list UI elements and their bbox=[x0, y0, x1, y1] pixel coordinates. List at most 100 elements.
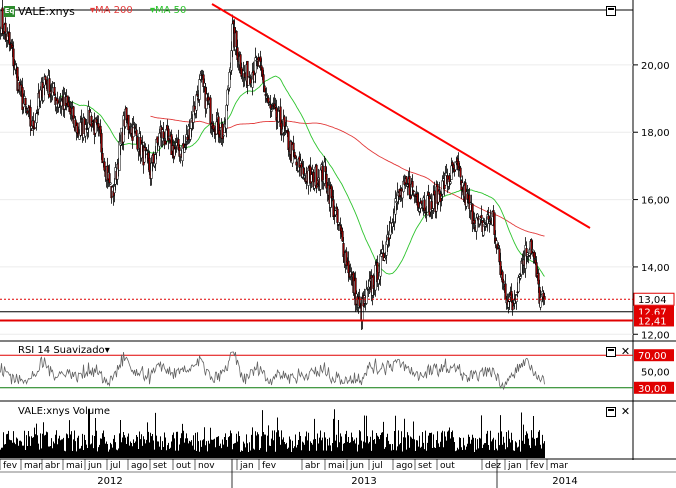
month-label: mar bbox=[550, 461, 568, 471]
candle-body bbox=[53, 86, 56, 96]
candle-body bbox=[135, 129, 138, 136]
rsi-close-icon[interactable]: ✕ bbox=[620, 345, 631, 358]
month-label: jun bbox=[349, 461, 364, 471]
time-axis: fev mar abr mai jun jul ago set out nov jan fev abr m… bbox=[0, 459, 676, 488]
candle-body bbox=[4, 22, 7, 33]
candle-body bbox=[341, 230, 344, 242]
candle-body bbox=[379, 254, 382, 277]
month-label: abr bbox=[305, 461, 320, 471]
month-label: dez bbox=[485, 461, 501, 471]
candle-body bbox=[493, 212, 496, 235]
trendline-path bbox=[211, 3, 591, 229]
price-tick-label: 20,00 bbox=[641, 61, 670, 72]
candle-body bbox=[158, 133, 161, 147]
ma200-legend[interactable]: ▾MA 200 bbox=[90, 5, 133, 16]
support-box bbox=[634, 314, 674, 327]
candle-body bbox=[283, 116, 286, 127]
month-label: jul bbox=[109, 461, 121, 471]
ma50-legend[interactable]: ▾MA 50 bbox=[150, 5, 186, 16]
candle-body bbox=[315, 164, 318, 189]
candle-body bbox=[325, 173, 328, 189]
candle-body bbox=[489, 217, 492, 220]
rsi-tick-label: 50,00 bbox=[641, 368, 670, 379]
candle-body bbox=[225, 105, 228, 129]
candle-body bbox=[475, 217, 478, 232]
candle-body bbox=[519, 276, 522, 279]
rsi-axis: 70,00 50,00 30,00 bbox=[634, 349, 674, 395]
month-label: mar bbox=[24, 461, 42, 471]
ma50-label: MA 50 bbox=[155, 5, 187, 16]
month-label: nov bbox=[198, 461, 215, 471]
candle-body bbox=[425, 214, 428, 216]
month-label: jul bbox=[371, 461, 383, 471]
month-label: mai bbox=[66, 461, 83, 471]
price-tick-label: 16,00 bbox=[641, 196, 670, 207]
candle-body bbox=[480, 215, 483, 219]
volume-maximize-icon[interactable] bbox=[606, 407, 616, 417]
candle-body bbox=[515, 295, 518, 302]
month-label: mai bbox=[328, 461, 345, 471]
candle-body bbox=[235, 30, 238, 47]
candle-body bbox=[141, 141, 144, 144]
candle-body bbox=[365, 289, 368, 304]
last-price-label: 13,04 bbox=[638, 295, 667, 306]
candle-body bbox=[35, 113, 38, 124]
price-candles bbox=[0, 0, 546, 330]
year-label: 2012 bbox=[97, 476, 122, 487]
ma200-label: MA 200 bbox=[95, 5, 133, 16]
candle-body bbox=[101, 153, 104, 164]
candle-body bbox=[97, 123, 100, 129]
support-label: 12,67 bbox=[638, 308, 667, 319]
candle-body bbox=[537, 272, 540, 285]
rsi-title[interactable]: RSI 14 Suavizado▾ bbox=[18, 345, 110, 356]
volume-close-icon[interactable]: ✕ bbox=[620, 405, 631, 418]
candle-body bbox=[108, 173, 111, 184]
month-label: ago bbox=[396, 461, 413, 471]
month-label: jan bbox=[507, 461, 522, 471]
candle-body bbox=[29, 107, 32, 127]
volume-title[interactable]: VALE:xnys Volume bbox=[18, 406, 111, 417]
candle-body bbox=[334, 210, 337, 216]
price-tick-label: 14,00 bbox=[641, 263, 670, 274]
candle-body bbox=[459, 167, 462, 178]
candle-body bbox=[423, 199, 426, 211]
candle-body bbox=[277, 109, 280, 122]
symbol-label[interactable]: VALE:xnys bbox=[18, 5, 75, 18]
volume-bars bbox=[0, 408, 545, 458]
candle-body bbox=[380, 253, 383, 257]
candle-body bbox=[30, 129, 33, 131]
candle-body bbox=[167, 128, 170, 141]
rsi-maximize-icon[interactable] bbox=[606, 347, 616, 357]
month-label: abr bbox=[45, 461, 60, 471]
price-panel-maximize-icon[interactable] bbox=[606, 6, 616, 16]
year-label: 2013 bbox=[351, 476, 376, 487]
rsi-path bbox=[0, 351, 545, 391]
price-axis: 20,00 18,00 16,00 14,00 12,00 bbox=[633, 61, 670, 341]
candle-body bbox=[321, 165, 324, 182]
support-label: 12,41 bbox=[638, 316, 667, 327]
rsi-caret-icon: ▾ bbox=[104, 345, 110, 356]
month-label: out bbox=[440, 461, 455, 471]
rsi-title-label: RSI 14 Suavizado bbox=[18, 345, 105, 356]
rsi-line bbox=[0, 351, 633, 391]
month-label: set bbox=[418, 461, 432, 471]
month-label: jun bbox=[87, 461, 102, 471]
candle-body bbox=[292, 142, 295, 151]
candle-body bbox=[100, 133, 103, 153]
rsi-level-box bbox=[634, 381, 674, 394]
equity-badge: Eq bbox=[4, 6, 15, 17]
candle-body bbox=[270, 109, 273, 112]
candle-body bbox=[267, 97, 270, 103]
month-label: fev bbox=[3, 461, 18, 471]
candle-body bbox=[517, 277, 520, 292]
month-label: set bbox=[153, 461, 167, 471]
candle-body bbox=[449, 181, 452, 184]
candle-body bbox=[411, 181, 414, 188]
candle-body bbox=[473, 219, 476, 224]
last-price-box bbox=[633, 292, 675, 306]
candle-body bbox=[336, 208, 339, 223]
candle-body bbox=[136, 136, 139, 150]
